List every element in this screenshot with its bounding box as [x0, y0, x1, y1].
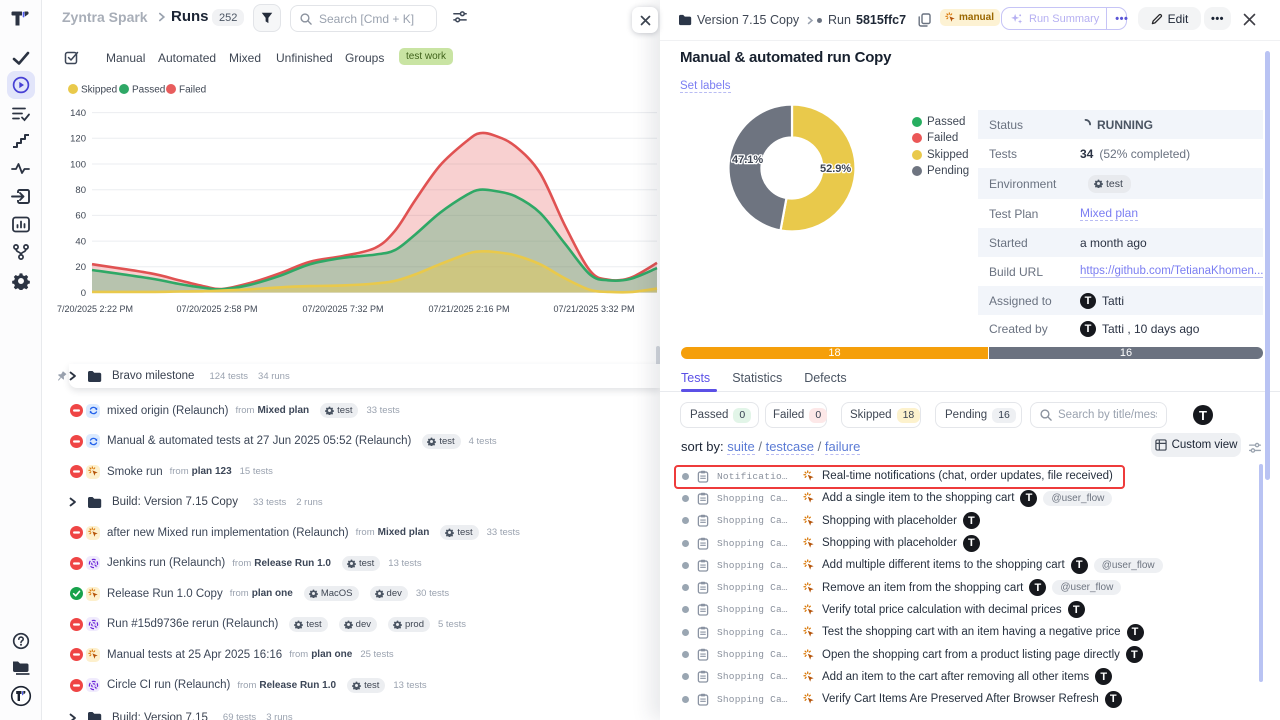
svg-text:07/21/2025 3:32 PM: 07/21/2025 3:32 PM — [553, 304, 634, 314]
svg-text:40: 40 — [75, 236, 86, 247]
svg-text:07/20/2025 7:32 PM: 07/20/2025 7:32 PM — [302, 304, 383, 314]
svg-text:Skipped: Skipped — [81, 85, 117, 96]
svg-text:100: 100 — [70, 159, 86, 170]
svg-text:07/21/2025 2:16 PM: 07/21/2025 2:16 PM — [428, 304, 509, 314]
svg-text:Passed: Passed — [132, 85, 165, 96]
svg-text:80: 80 — [75, 185, 86, 196]
svg-text:07/20/2025 2:58 PM: 07/20/2025 2:58 PM — [176, 304, 257, 314]
svg-text:Failed: Failed — [179, 85, 206, 96]
svg-text:52.9%: 52.9% — [820, 163, 851, 175]
svg-text:140: 140 — [70, 108, 86, 119]
svg-text:7/20/2025 2:22 PM: 7/20/2025 2:22 PM — [57, 304, 133, 314]
svg-text:0: 0 — [81, 288, 86, 299]
svg-text:120: 120 — [70, 134, 86, 145]
svg-text:47.1%: 47.1% — [732, 154, 763, 166]
svg-text:60: 60 — [75, 211, 86, 222]
svg-text:20: 20 — [75, 262, 86, 273]
